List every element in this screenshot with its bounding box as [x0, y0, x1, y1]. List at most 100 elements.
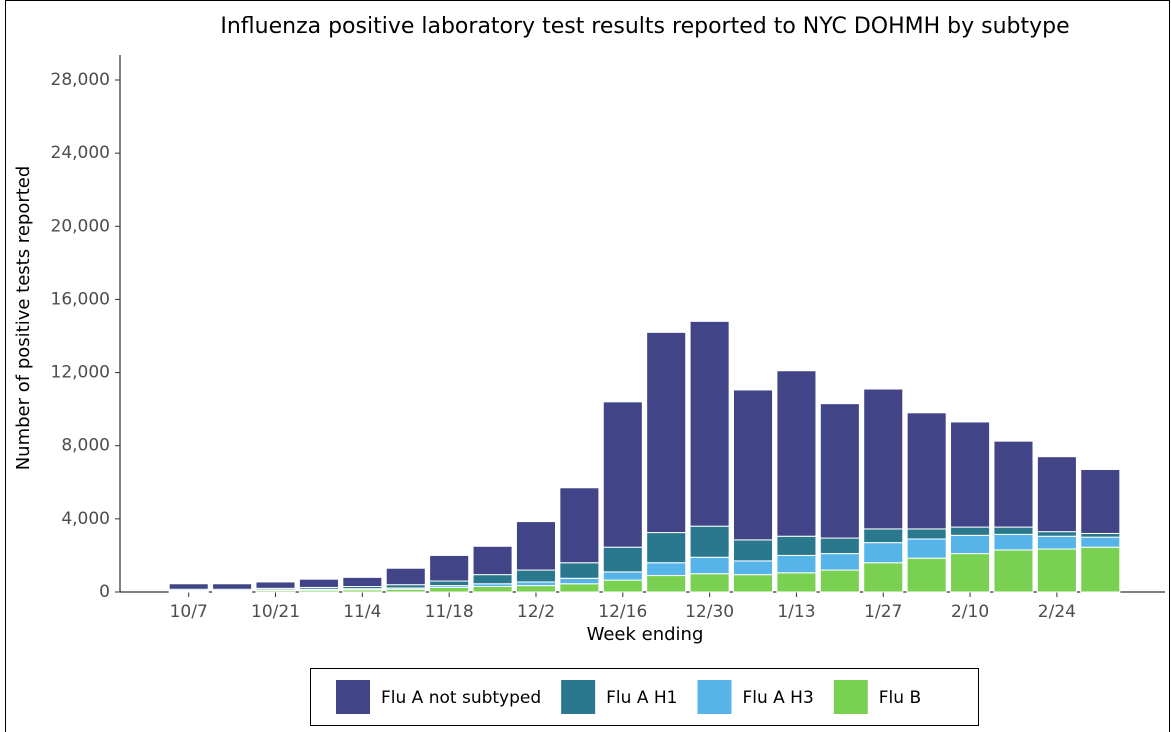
bar-segment: [298, 578, 339, 588]
x-tick-label: 12/16: [598, 602, 647, 622]
bar-segment: [776, 535, 817, 556]
bar-segment: [559, 562, 600, 579]
bar-segment: [559, 577, 600, 585]
legend-key: [697, 680, 732, 714]
chart-title: Influenza positive laboratory test resul…: [220, 14, 1069, 39]
bar-segment: [255, 581, 296, 589]
bar-segment: [819, 569, 860, 593]
bar-segment: [993, 440, 1034, 528]
bar-segment: [732, 389, 774, 541]
bar-segment: [689, 320, 730, 527]
x-axis-label: Week ending: [587, 624, 704, 645]
bar-segment: [819, 403, 860, 539]
bar-segment: [776, 572, 817, 593]
y-tick-label: 24,000: [51, 143, 110, 163]
bar-segment: [993, 526, 1034, 535]
legend-key: [561, 680, 596, 714]
bar-segment: [993, 533, 1034, 551]
x-tick-label: 12/30: [685, 602, 734, 622]
frame: [5, 0, 1170, 732]
bar-segment: [732, 560, 774, 576]
x-tick-label: 10/21: [251, 602, 300, 622]
bar-segment: [559, 487, 600, 564]
bar-segment: [863, 562, 904, 593]
y-tick-label: 4,000: [61, 509, 110, 529]
bar-segment: [1080, 532, 1121, 538]
bar-segment: [1036, 535, 1077, 550]
bar-segment: [212, 583, 253, 590]
y-tick-label: 28,000: [51, 70, 110, 90]
y-tick-label: 8,000: [61, 436, 110, 456]
bar-segment: [732, 539, 774, 562]
bar-segment: [515, 581, 557, 587]
bar-segment: [646, 562, 687, 577]
bar-segment: [732, 574, 774, 593]
y-axis-label: Number of positive tests reported: [13, 166, 34, 471]
bar-segment: [819, 537, 860, 555]
bar-segment: [559, 583, 600, 593]
bar-segment: [602, 571, 643, 581]
bar-segment: [515, 585, 557, 593]
bar-segment: [1080, 468, 1121, 534]
bar-segment: [689, 556, 730, 575]
bar-segment: [515, 521, 557, 571]
x-tick-label: 1/13: [777, 602, 815, 622]
bar-segment: [1080, 536, 1121, 548]
bar-segment: [863, 388, 904, 530]
x-tick-label: 2/24: [1038, 602, 1076, 622]
bar-segment: [385, 567, 426, 586]
bar-segment: [689, 525, 730, 558]
legend-key: [336, 680, 370, 714]
bar-segment: [429, 554, 470, 582]
bar-segment: [906, 557, 947, 593]
bar-segment: [776, 370, 817, 537]
x-tick-label: 1/27: [864, 602, 902, 622]
bar-segment: [646, 331, 687, 534]
bar-segment: [950, 553, 991, 593]
legend-label: Flu B: [879, 688, 921, 708]
legend-label: Flu A H3: [742, 688, 813, 708]
bar-segment: [602, 579, 643, 593]
bar-segment: [602, 401, 643, 548]
bar-segment: [1036, 548, 1077, 593]
bar-segment: [168, 583, 209, 590]
y-tick-label: 16,000: [51, 289, 110, 309]
y-tick-label: 12,000: [51, 363, 110, 383]
x-tick-label: 12/2: [517, 602, 555, 622]
bar-segment: [646, 575, 687, 593]
bar-segment: [689, 573, 730, 593]
bar-segment: [993, 549, 1034, 593]
legend-label: Flu A not subtyped: [381, 688, 541, 708]
bar-segment: [1080, 546, 1121, 593]
x-tick-label: 10/7: [170, 602, 208, 622]
bar-segment: [472, 574, 513, 585]
bar-segment: [602, 546, 643, 573]
bar-segment: [950, 534, 991, 555]
bar-segment: [906, 538, 947, 559]
bar-segment: [906, 412, 947, 530]
bar-segment: [646, 532, 687, 564]
bar-segment: [863, 528, 904, 544]
bar-segment: [906, 528, 947, 540]
bar-segment: [429, 580, 470, 587]
bar-segment: [819, 553, 860, 571]
x-tick-label: 11/18: [425, 602, 474, 622]
x-tick-label: 2/10: [951, 602, 989, 622]
bar-segment: [472, 545, 513, 576]
bar-segment: [342, 576, 383, 588]
bar-segment: [472, 586, 513, 593]
bar-segment: [863, 542, 904, 564]
bar-segment: [950, 526, 991, 536]
bar-segment: [1036, 456, 1077, 533]
y-tick-label: 0: [99, 582, 110, 602]
bar-segment: [429, 586, 470, 593]
y-tick-label: 20,000: [51, 216, 110, 236]
bar-segment: [776, 554, 817, 574]
bar-segment: [1036, 531, 1077, 537]
x-tick-label: 11/4: [343, 602, 381, 622]
bar-segment: [950, 421, 991, 528]
legend-key: [833, 680, 868, 714]
legend-label: Flu A H1: [606, 688, 677, 708]
bar-segment: [515, 569, 557, 583]
